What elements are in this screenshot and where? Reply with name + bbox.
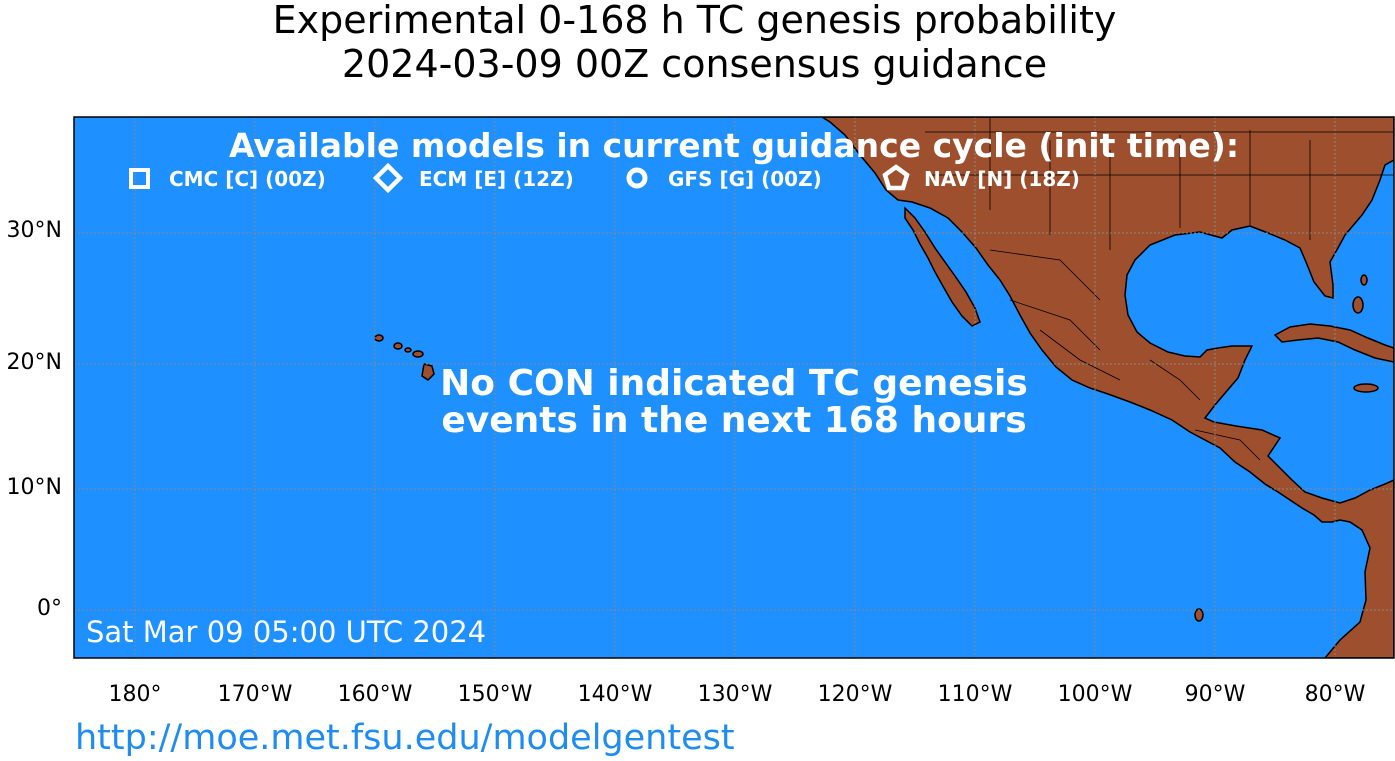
legend-heading: Available models in current guidance cyc…: [229, 126, 1239, 165]
x-tick-label: 120°W: [817, 682, 893, 707]
x-tick-label: 160°W: [337, 682, 413, 707]
square-marker-icon: [129, 168, 150, 189]
pentagon-marker-icon: [882, 164, 910, 191]
y-tick-label: 0°: [37, 596, 62, 621]
legend-item-gfs: GFS [G] (00Z): [626, 167, 822, 191]
legend-label-ecm: ECM [E] (12Z): [419, 167, 574, 191]
y-tick-label: 10°N: [6, 475, 62, 500]
x-tick-label: 110°W: [937, 682, 1013, 707]
land-jamaica: [1353, 383, 1379, 393]
legend-label-gfs: GFS [G] (00Z): [668, 167, 822, 191]
land-north-america: [820, 117, 1394, 658]
land-bahamas: [1352, 296, 1364, 314]
x-tick-label: 140°W: [577, 682, 653, 707]
no-genesis-message-line1: No CON indicated TC genesis: [440, 363, 1028, 404]
map-title-line1: Experimental 0-168 h TC genesis probabil…: [272, 0, 1117, 42]
x-tick-label: 90°W: [1184, 682, 1246, 707]
land-baja-california: [904, 206, 981, 327]
land-cuba: [1273, 323, 1394, 363]
x-tick-label: 80°W: [1304, 682, 1366, 707]
legend-item-cmc: CMC [C] (00Z): [129, 167, 326, 191]
map-title-line2: 2024-03-09 00Z consensus guidance: [341, 42, 1048, 86]
land-bahamas-2: [1360, 274, 1368, 286]
land-galapagos: [1194, 608, 1204, 622]
admin-boundaries: [925, 117, 1394, 461]
legend-label-cmc: CMC [C] (00Z): [169, 167, 326, 191]
x-tick-label: 170°W: [217, 682, 293, 707]
x-tick-label: 180°: [108, 682, 162, 707]
diamond-marker-icon: [372, 162, 404, 194]
legend-item-ecm: ECM [E] (12Z): [372, 162, 574, 194]
legend-label-nav: NAV [N] (18Z): [924, 167, 1080, 191]
no-genesis-message-line2: events in the next 168 hours: [441, 400, 1026, 441]
x-tick-label: 130°W: [697, 682, 773, 707]
map-gridlines: [74, 117, 1394, 658]
land-hawaii: [374, 334, 435, 381]
y-tick-label: 20°N: [6, 350, 62, 375]
map-timestamp: Sat Mar 09 05:00 UTC 2024: [86, 615, 486, 649]
legend-item-nav: NAV [N] (18Z): [882, 164, 1080, 191]
circle-marker-icon: [626, 167, 648, 189]
map-frame: [73, 116, 1395, 659]
y-tick-label: 30°N: [6, 218, 62, 243]
x-tick-label: 150°W: [457, 682, 533, 707]
x-tick-label: 100°W: [1057, 682, 1133, 707]
source-url-link[interactable]: http://moe.met.fsu.edu/modelgentest: [75, 718, 735, 758]
